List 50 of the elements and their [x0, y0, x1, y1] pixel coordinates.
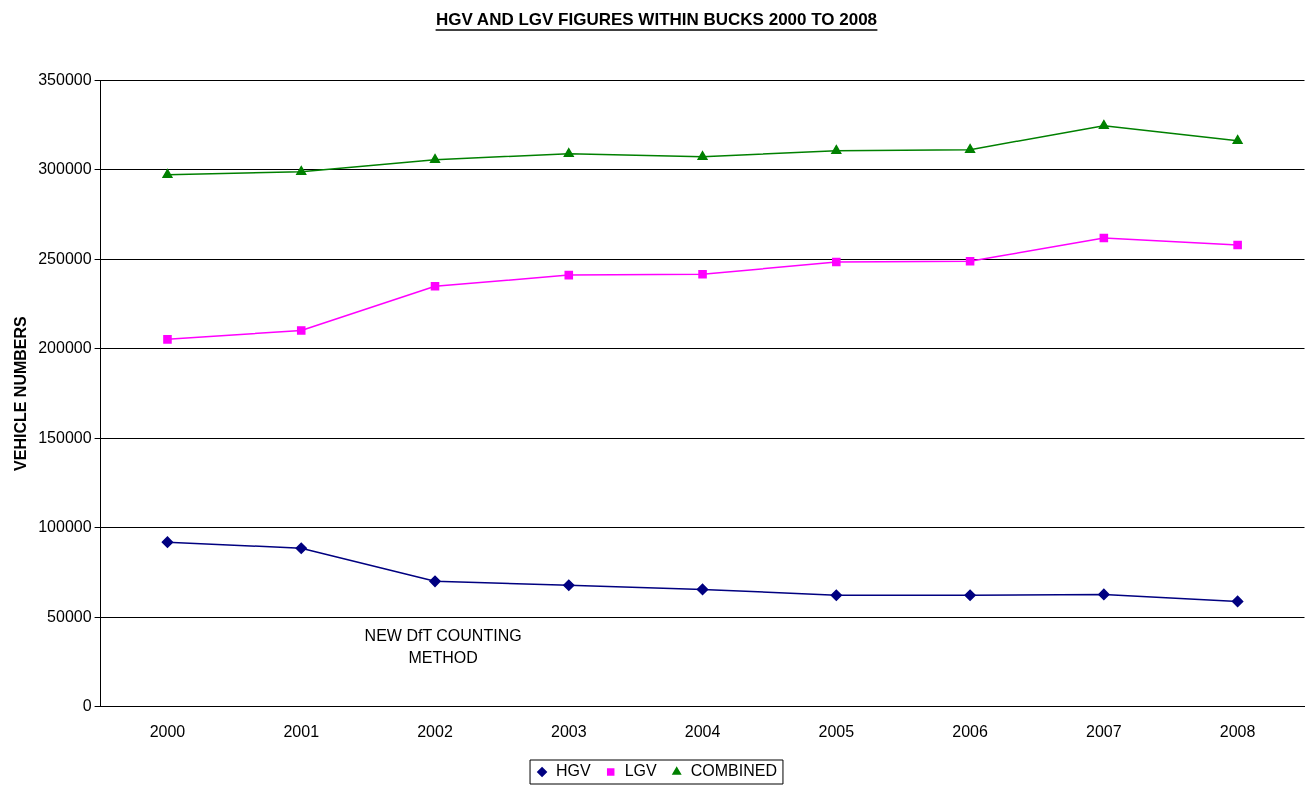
point — [161, 536, 174, 548]
point — [832, 257, 841, 267]
x-tick-label: 2002 — [417, 722, 453, 740]
y-tick-label: 0 — [82, 697, 92, 715]
point — [163, 335, 172, 344]
point — [831, 144, 842, 154]
y-tick-label: 150000 — [38, 428, 92, 446]
point — [430, 281, 440, 291]
point — [563, 579, 575, 592]
x-tick-label: 2001 — [283, 722, 320, 740]
chart-title: HGV AND LGV FIGURES WITHIN BUCKS 2000 TO 2008 — [435, 9, 878, 29]
legend-label: HGV — [556, 762, 592, 780]
point — [1232, 134, 1243, 144]
point — [830, 589, 843, 602]
point — [965, 143, 976, 153]
y-tick-label: 350000 — [38, 70, 92, 88]
x-tick-label: 2005 — [818, 722, 855, 740]
point — [429, 575, 441, 588]
y-tick-label: 250000 — [38, 249, 92, 267]
y-tick-label: 300000 — [38, 160, 92, 178]
x-tick-label: 2006 — [952, 722, 988, 740]
y-tick-label: 50000 — [47, 607, 92, 625]
point — [296, 165, 307, 175]
point — [965, 256, 975, 266]
legend-label: COMBINED — [690, 762, 777, 780]
point — [162, 168, 173, 178]
point — [295, 542, 307, 554]
x-tick-label: 2007 — [1086, 722, 1122, 740]
point — [964, 589, 976, 602]
legend-label: LGV — [624, 762, 658, 780]
y-axis-title: VEHICLE NUMBERS — [12, 315, 30, 471]
point — [1231, 595, 1244, 608]
point — [697, 151, 708, 161]
point — [696, 583, 709, 596]
point — [1099, 233, 1109, 243]
point — [563, 148, 574, 158]
point — [429, 153, 441, 163]
point — [698, 269, 707, 279]
point — [1233, 240, 1242, 250]
point — [564, 270, 574, 280]
annotation: NEW DfT COUNTING METHOD — [364, 627, 522, 667]
point — [296, 326, 306, 335]
y-tick-label: 200000 — [38, 339, 92, 357]
y-tick-label: 100000 — [38, 518, 92, 536]
point — [1098, 119, 1109, 129]
point — [1098, 588, 1110, 601]
x-tick-label: 2004 — [684, 722, 721, 740]
x-tick-label: 2000 — [149, 722, 186, 740]
x-tick-label: 2008 — [1219, 722, 1256, 740]
x-tick-label: 2003 — [550, 722, 587, 740]
